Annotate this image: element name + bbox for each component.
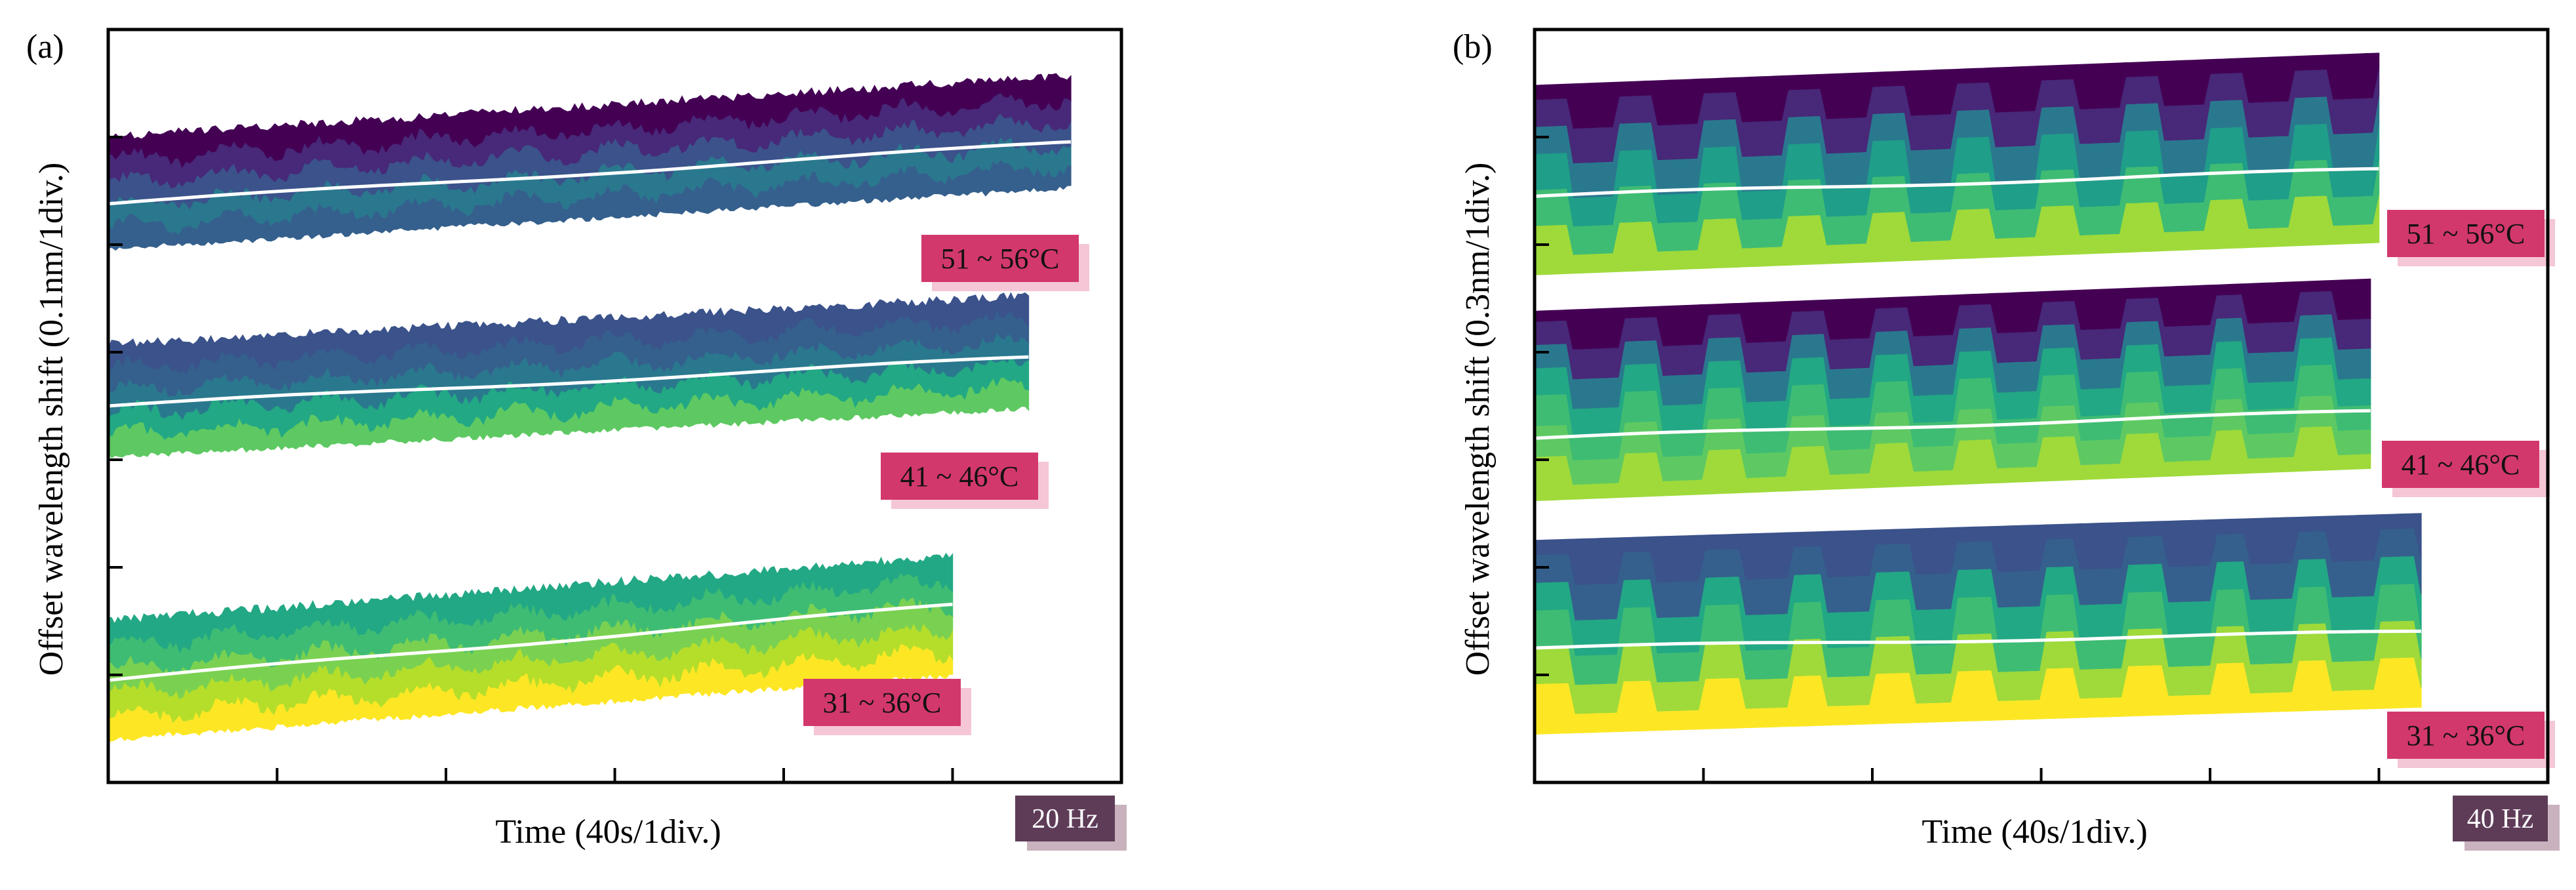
temp-label: 31 ~ 36°C [823,687,942,719]
trend-line-1 [1534,409,2371,440]
frequency-badge: 20 Hz [1032,804,1098,834]
band-layer-2-5 [1534,513,2422,585]
trend-line-1 [108,355,1029,408]
frequency-badge-box [2453,796,2548,841]
temp-label: 41 ~ 46°C [2402,449,2520,481]
y-axis-label: Offset wavelength shift (0.1nm/1div.) [33,163,70,676]
x-axis-label: Time (40s/1div.) [1922,813,2147,851]
trend-line-2 [1534,629,2421,650]
temp-label-box [921,235,1079,282]
temp-label-box [881,453,1038,500]
series-band-1 [108,292,1030,458]
frequency-badge-box [1015,796,1115,841]
series-band-0 [108,73,1072,251]
y-axis-label: Offset wavelength shift (0.3nm/1div.) [1459,163,1497,676]
band-layer-0-5 [1534,52,2380,129]
panel-label: (a) [26,28,64,66]
series-band-0 [1534,52,2380,275]
x-axis-label: Time (40s/1div.) [495,813,721,851]
panel-a: 51 ~ 56°C 41 ~ 46°C 31 ~ 36°C (a) Time (40s/… [26,28,1127,851]
temp-label-box [2387,712,2545,759]
temp-label: 51 ~ 56°C [941,243,1060,275]
temp-label-box [803,679,961,726]
temp-label-box [2387,210,2545,257]
band-layer-0-4 [108,73,1072,169]
series-band-2 [108,552,954,742]
panel-label: (b) [1453,28,1493,66]
temp-label: 31 ~ 36°C [2407,719,2526,752]
temp-label: 51 ~ 56°C [2407,218,2526,250]
trend-line-0 [108,140,1071,206]
band-layer-1-4 [108,292,1030,374]
temp-label: 41 ~ 46°C [900,460,1019,493]
series-band-1 [1534,278,2371,502]
frequency-badge: 40 Hz [2467,804,2533,834]
temp-label-box [2382,441,2539,488]
trend-line-0 [1534,167,2379,198]
series-band-2 [1534,513,2422,735]
trend-line-2 [108,602,953,682]
band-layer-2-4 [108,552,954,653]
panel-b: 51 ~ 56°C 41 ~ 46°C 31 ~ 36°C (b) Time (40s/… [1453,28,2560,851]
band-layer-1-6 [1534,278,2371,350]
